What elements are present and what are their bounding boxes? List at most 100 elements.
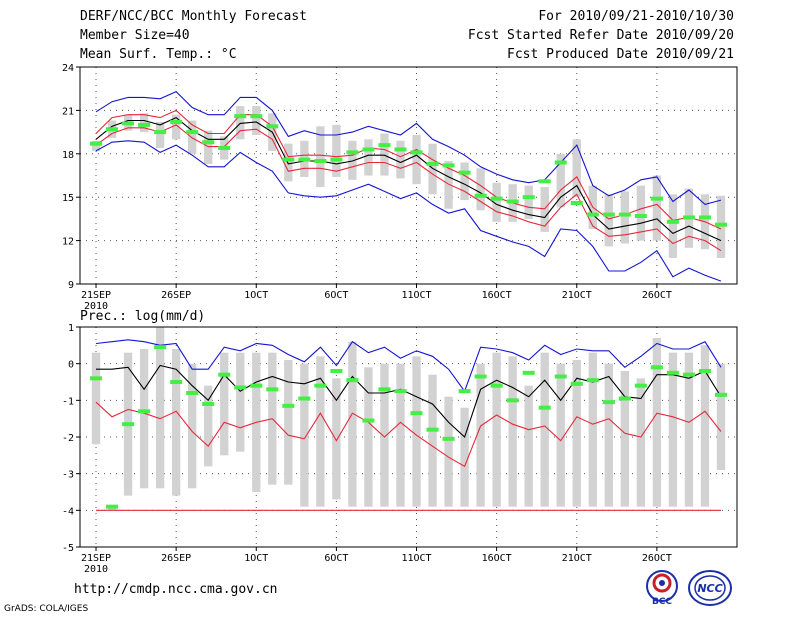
- tick-label-y: 21: [62, 106, 74, 117]
- tick-label-x: 21OCT: [562, 290, 592, 301]
- series-line-ensemble-mean: [96, 364, 722, 438]
- member-marker: [490, 383, 503, 388]
- member-marker: [314, 159, 327, 164]
- tick-label-x-year: 2010: [84, 564, 108, 575]
- spread-box: [444, 161, 453, 209]
- tick-label-y: 15: [62, 193, 74, 204]
- spread-box: [556, 363, 565, 507]
- member-marker: [538, 179, 551, 184]
- member-marker: [522, 370, 535, 375]
- spread-box: [380, 363, 389, 507]
- spread-box: [524, 385, 533, 507]
- tick-label-y: -2: [62, 433, 74, 444]
- member-marker: [442, 436, 455, 441]
- header-period: For 2010/09/21-2010/10/30: [538, 9, 734, 24]
- spread-box: [460, 162, 469, 201]
- member-marker: [554, 374, 567, 379]
- member-marker: [426, 427, 439, 432]
- spread-box: [236, 106, 245, 140]
- member-marker: [458, 389, 471, 394]
- tick-label-x: 26OCT: [642, 290, 672, 301]
- member-marker: [90, 141, 103, 146]
- spread-box: [139, 113, 149, 133]
- footer-url[interactable]: http://cmdp.ncc.cma.gov.cn: [74, 582, 278, 597]
- member-marker: [490, 196, 503, 201]
- tick-label-x: 21SEP: [81, 290, 111, 301]
- tick-label-y: -3: [62, 470, 74, 481]
- header-member-size: Member Size=40: [80, 28, 190, 43]
- spread-box: [284, 143, 293, 182]
- member-marker: [234, 385, 247, 390]
- member-marker: [506, 398, 519, 403]
- spread-box: [171, 114, 181, 140]
- spread-box: [668, 352, 678, 507]
- tick-label-y: 1: [68, 323, 74, 334]
- spread-box: [364, 367, 373, 507]
- member-marker: [698, 369, 711, 373]
- member-marker: [202, 402, 215, 406]
- member-marker: [394, 389, 407, 394]
- tick-label-y: -5: [62, 543, 74, 554]
- member-marker: [106, 504, 119, 509]
- member-marker: [90, 376, 103, 381]
- tick-label-x: 16OCT: [482, 553, 512, 564]
- member-marker: [570, 381, 583, 386]
- member-marker: [474, 193, 487, 198]
- spread-box: [236, 352, 245, 452]
- member-marker: [618, 396, 631, 401]
- member-marker: [410, 150, 423, 155]
- spread-box: [540, 187, 549, 232]
- series-line-lower-inner-bound: [95, 124, 722, 252]
- spread-box: [476, 363, 485, 507]
- spread-box: [492, 182, 501, 222]
- member-marker: [666, 370, 679, 375]
- member-marker: [154, 345, 167, 350]
- spread-box: [716, 195, 726, 258]
- spread-box: [476, 168, 485, 211]
- series-line-ensemble-mean: [95, 116, 722, 242]
- tick-label-y: 24: [62, 63, 74, 74]
- spread-box: [396, 363, 405, 507]
- spread-box: [636, 185, 646, 241]
- member-marker: [394, 147, 407, 152]
- spread-box: [508, 356, 517, 507]
- header-variable: Mean Surf. Temp.: °C: [80, 47, 237, 62]
- header-started-date: Fcst Started Refer Date 2010/09/20: [467, 28, 734, 43]
- member-marker: [202, 140, 215, 145]
- spread-box: [204, 130, 213, 164]
- spread-box: [572, 139, 581, 198]
- tick-label-x: 11OCT: [401, 290, 431, 301]
- member-marker: [122, 422, 135, 427]
- spread-box: [220, 352, 229, 456]
- spread-box: [316, 356, 325, 507]
- bcc-logo-text: BCC: [652, 597, 672, 607]
- member-marker: [378, 387, 391, 392]
- spread-box: [252, 106, 261, 135]
- tick-label-y: -4: [62, 506, 74, 517]
- ncc-logo-icon: NCC: [688, 570, 732, 606]
- member-marker: [282, 403, 295, 408]
- spread-box: [348, 341, 357, 507]
- member-marker: [186, 130, 199, 135]
- member-marker: [458, 170, 471, 175]
- bcc-logo-icon: BCC: [646, 570, 678, 607]
- spread-box: [412, 134, 421, 185]
- member-marker: [122, 121, 135, 126]
- series-line-lower-bound: [95, 401, 722, 468]
- spread-box: [604, 194, 613, 247]
- tick-label-y: 9: [68, 280, 74, 291]
- member-marker: [522, 195, 535, 200]
- tick-label-x: 6OCT: [324, 290, 348, 301]
- spread-box: [652, 338, 662, 507]
- tick-label-x: 26OCT: [642, 553, 672, 564]
- tick-label-x: 21OCT: [562, 553, 592, 564]
- member-marker: [538, 405, 551, 410]
- spread-box: [620, 371, 629, 507]
- spread-box: [139, 349, 149, 489]
- member-marker: [410, 411, 423, 416]
- member-marker: [330, 369, 343, 373]
- member-marker: [714, 392, 727, 397]
- spread-box: [332, 124, 341, 177]
- series-line-upper-inner-bound: [95, 109, 722, 230]
